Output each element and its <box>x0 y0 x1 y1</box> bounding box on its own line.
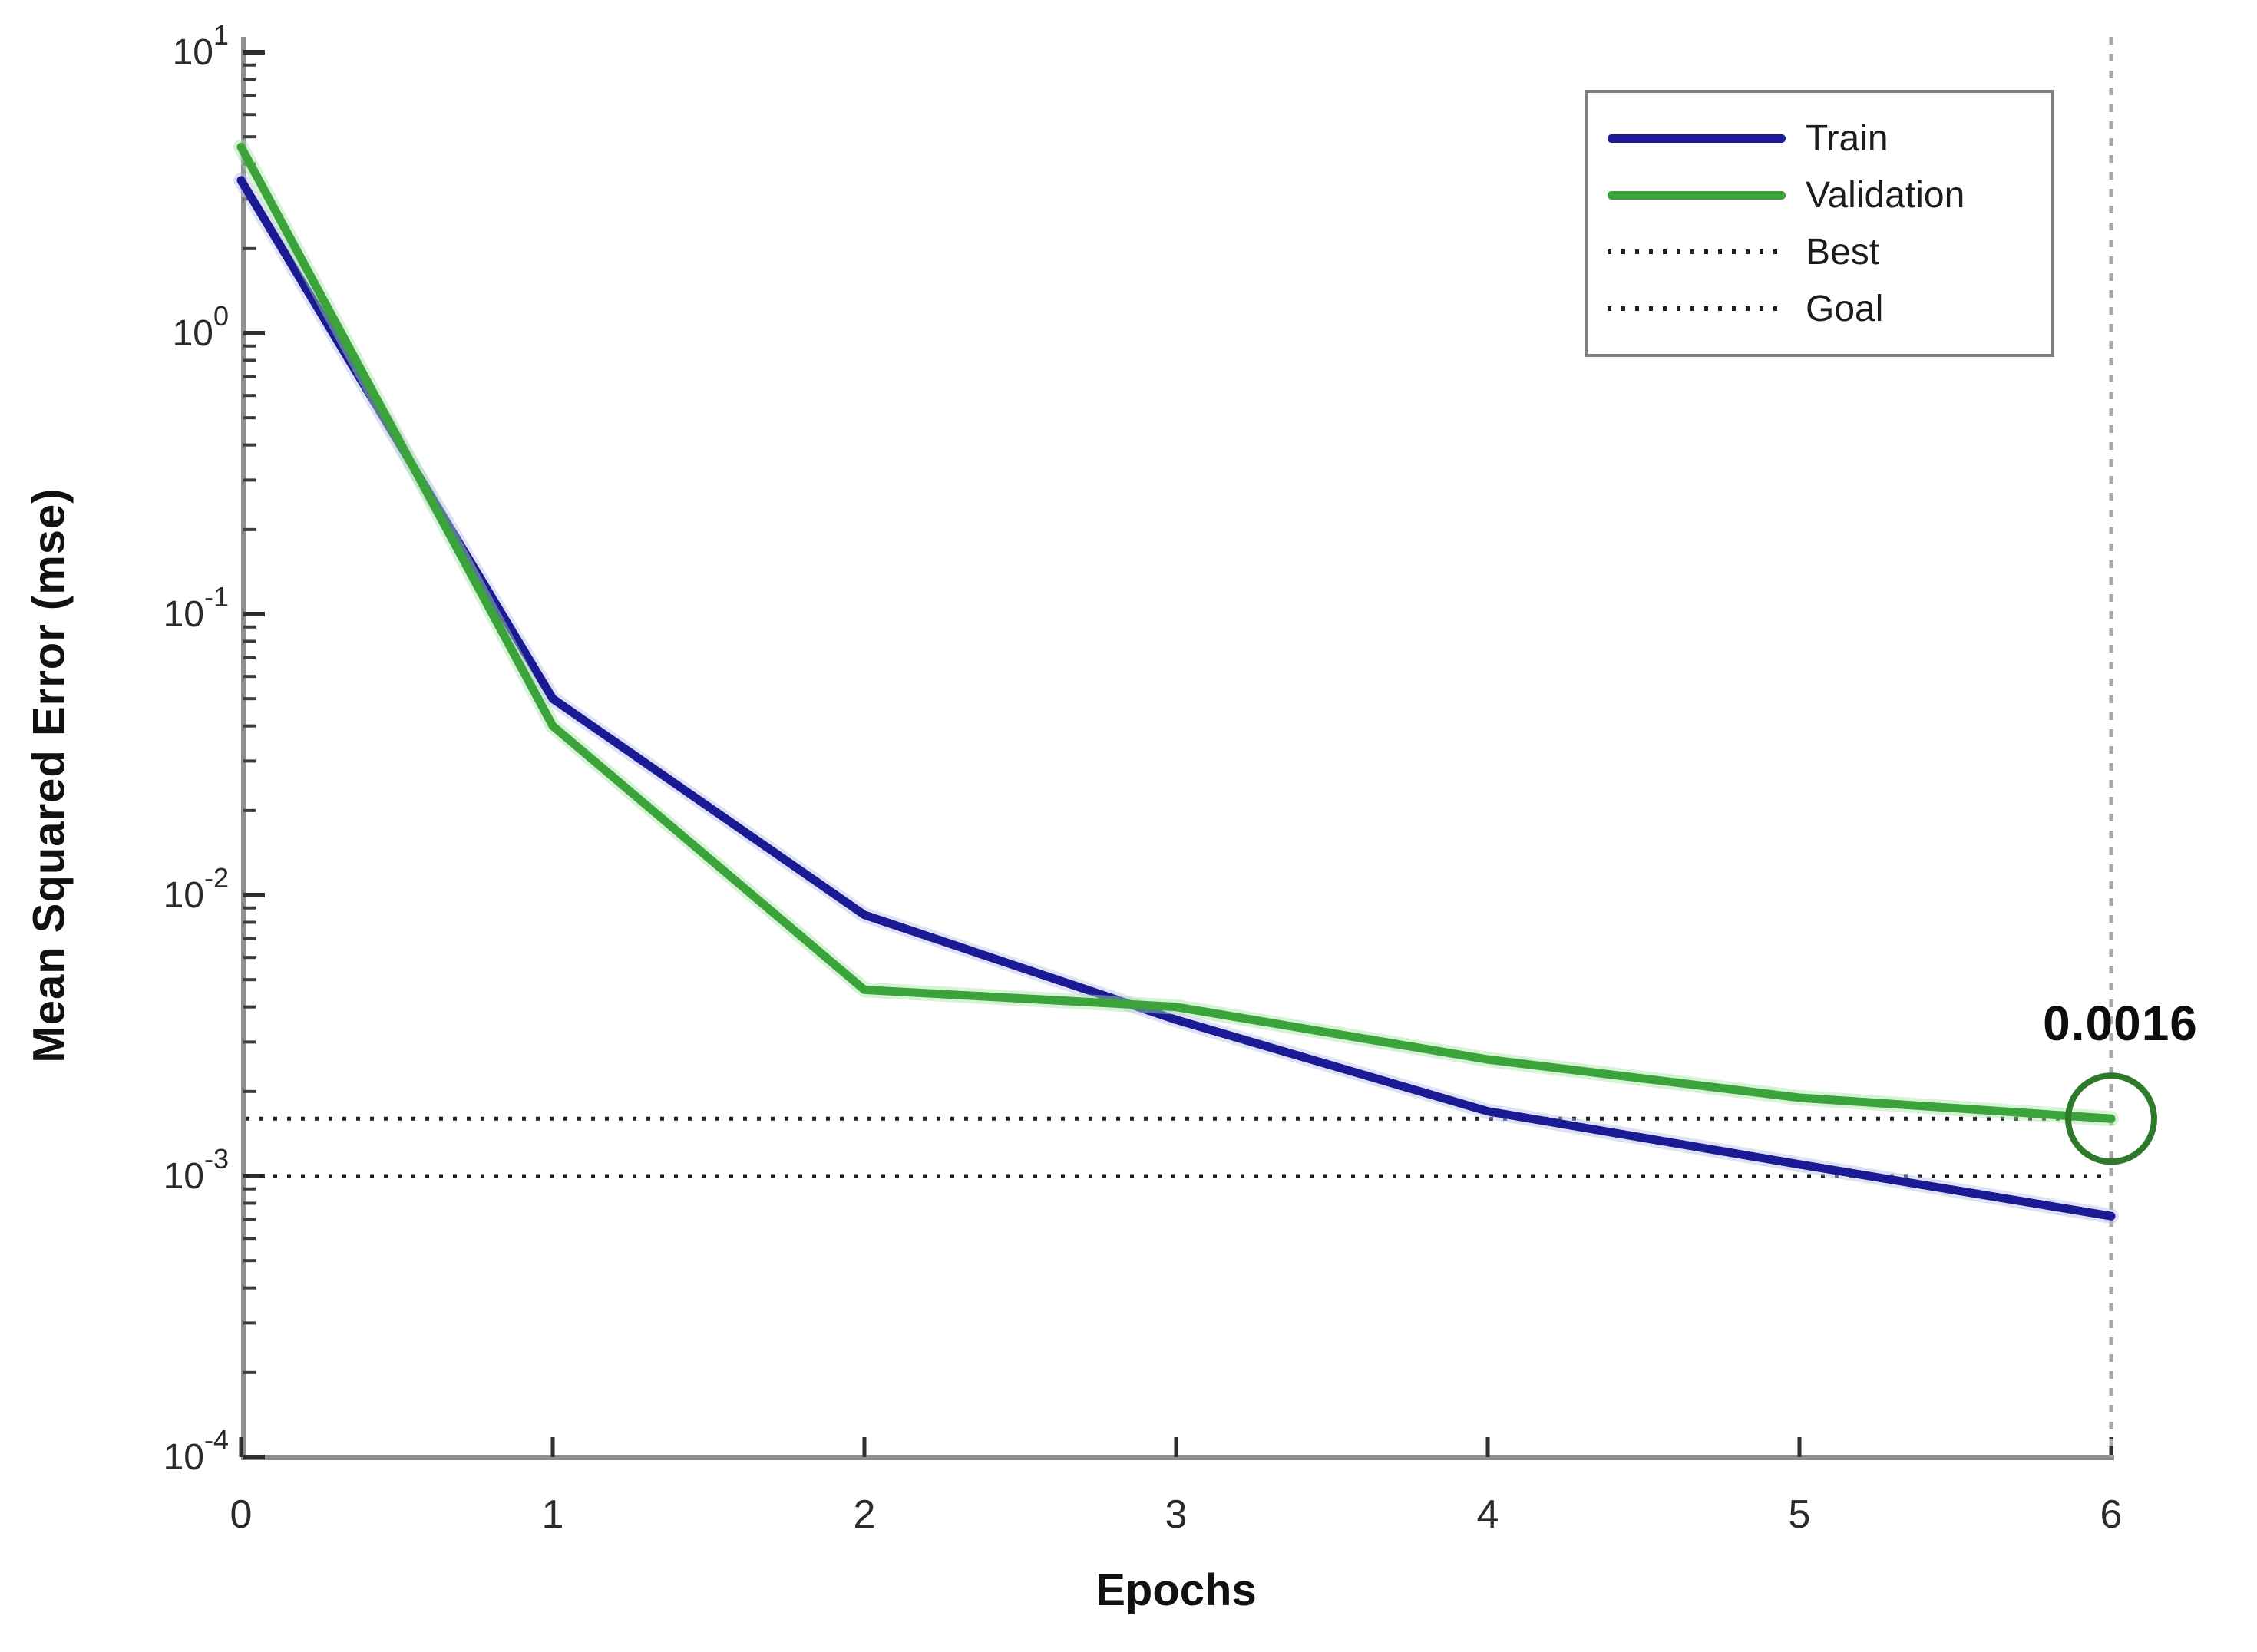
x-tick-label: 3 <box>1165 1492 1188 1537</box>
validation-line-sample <box>1608 190 1786 200</box>
legend-label-goal: Goal <box>1806 288 1884 329</box>
best-value-marker <box>2065 1072 2157 1165</box>
validation-line <box>236 142 2116 1123</box>
y-tick-label: 10-3 <box>164 1143 229 1197</box>
legend-item-goal: Goal <box>1608 288 2031 330</box>
legend-item-train: Train <box>1608 117 2031 160</box>
x-tick-label: 5 <box>1789 1492 1811 1537</box>
x-tick-label: 2 <box>854 1492 876 1537</box>
legend-label-validation: Validation <box>1806 174 1965 216</box>
y-axis-label: Mean Squared Error (mse) <box>24 487 74 1063</box>
x-tick-label: 4 <box>1477 1492 1499 1537</box>
y-tick-label: 10-2 <box>164 862 229 916</box>
legend: Train Validation Best Goal <box>1585 90 2054 357</box>
x-tick-label: 0 <box>230 1492 253 1537</box>
legend-item-best: Best <box>1608 231 2031 273</box>
legend-item-validation: Validation <box>1608 174 2031 216</box>
y-tick-label: 101 <box>173 19 229 73</box>
best-value-annotation: 0.0016 <box>2043 996 2198 1051</box>
train-line-sample <box>1608 134 1786 143</box>
legend-label-best: Best <box>1806 231 1880 273</box>
goal-line-sample <box>1608 306 1786 311</box>
x-axis-label: Epochs <box>1095 1565 1257 1615</box>
legend-label-train: Train <box>1806 117 1889 159</box>
x-tick-label: 1 <box>542 1492 564 1537</box>
y-tick-label: 10-4 <box>164 1424 229 1478</box>
x-tick-label: 6 <box>2100 1492 2123 1537</box>
y-tick-label: 100 <box>173 300 229 354</box>
train-line <box>236 176 2116 1221</box>
best-line-sample <box>1608 249 1786 254</box>
y-tick-label: 10-1 <box>164 581 229 635</box>
